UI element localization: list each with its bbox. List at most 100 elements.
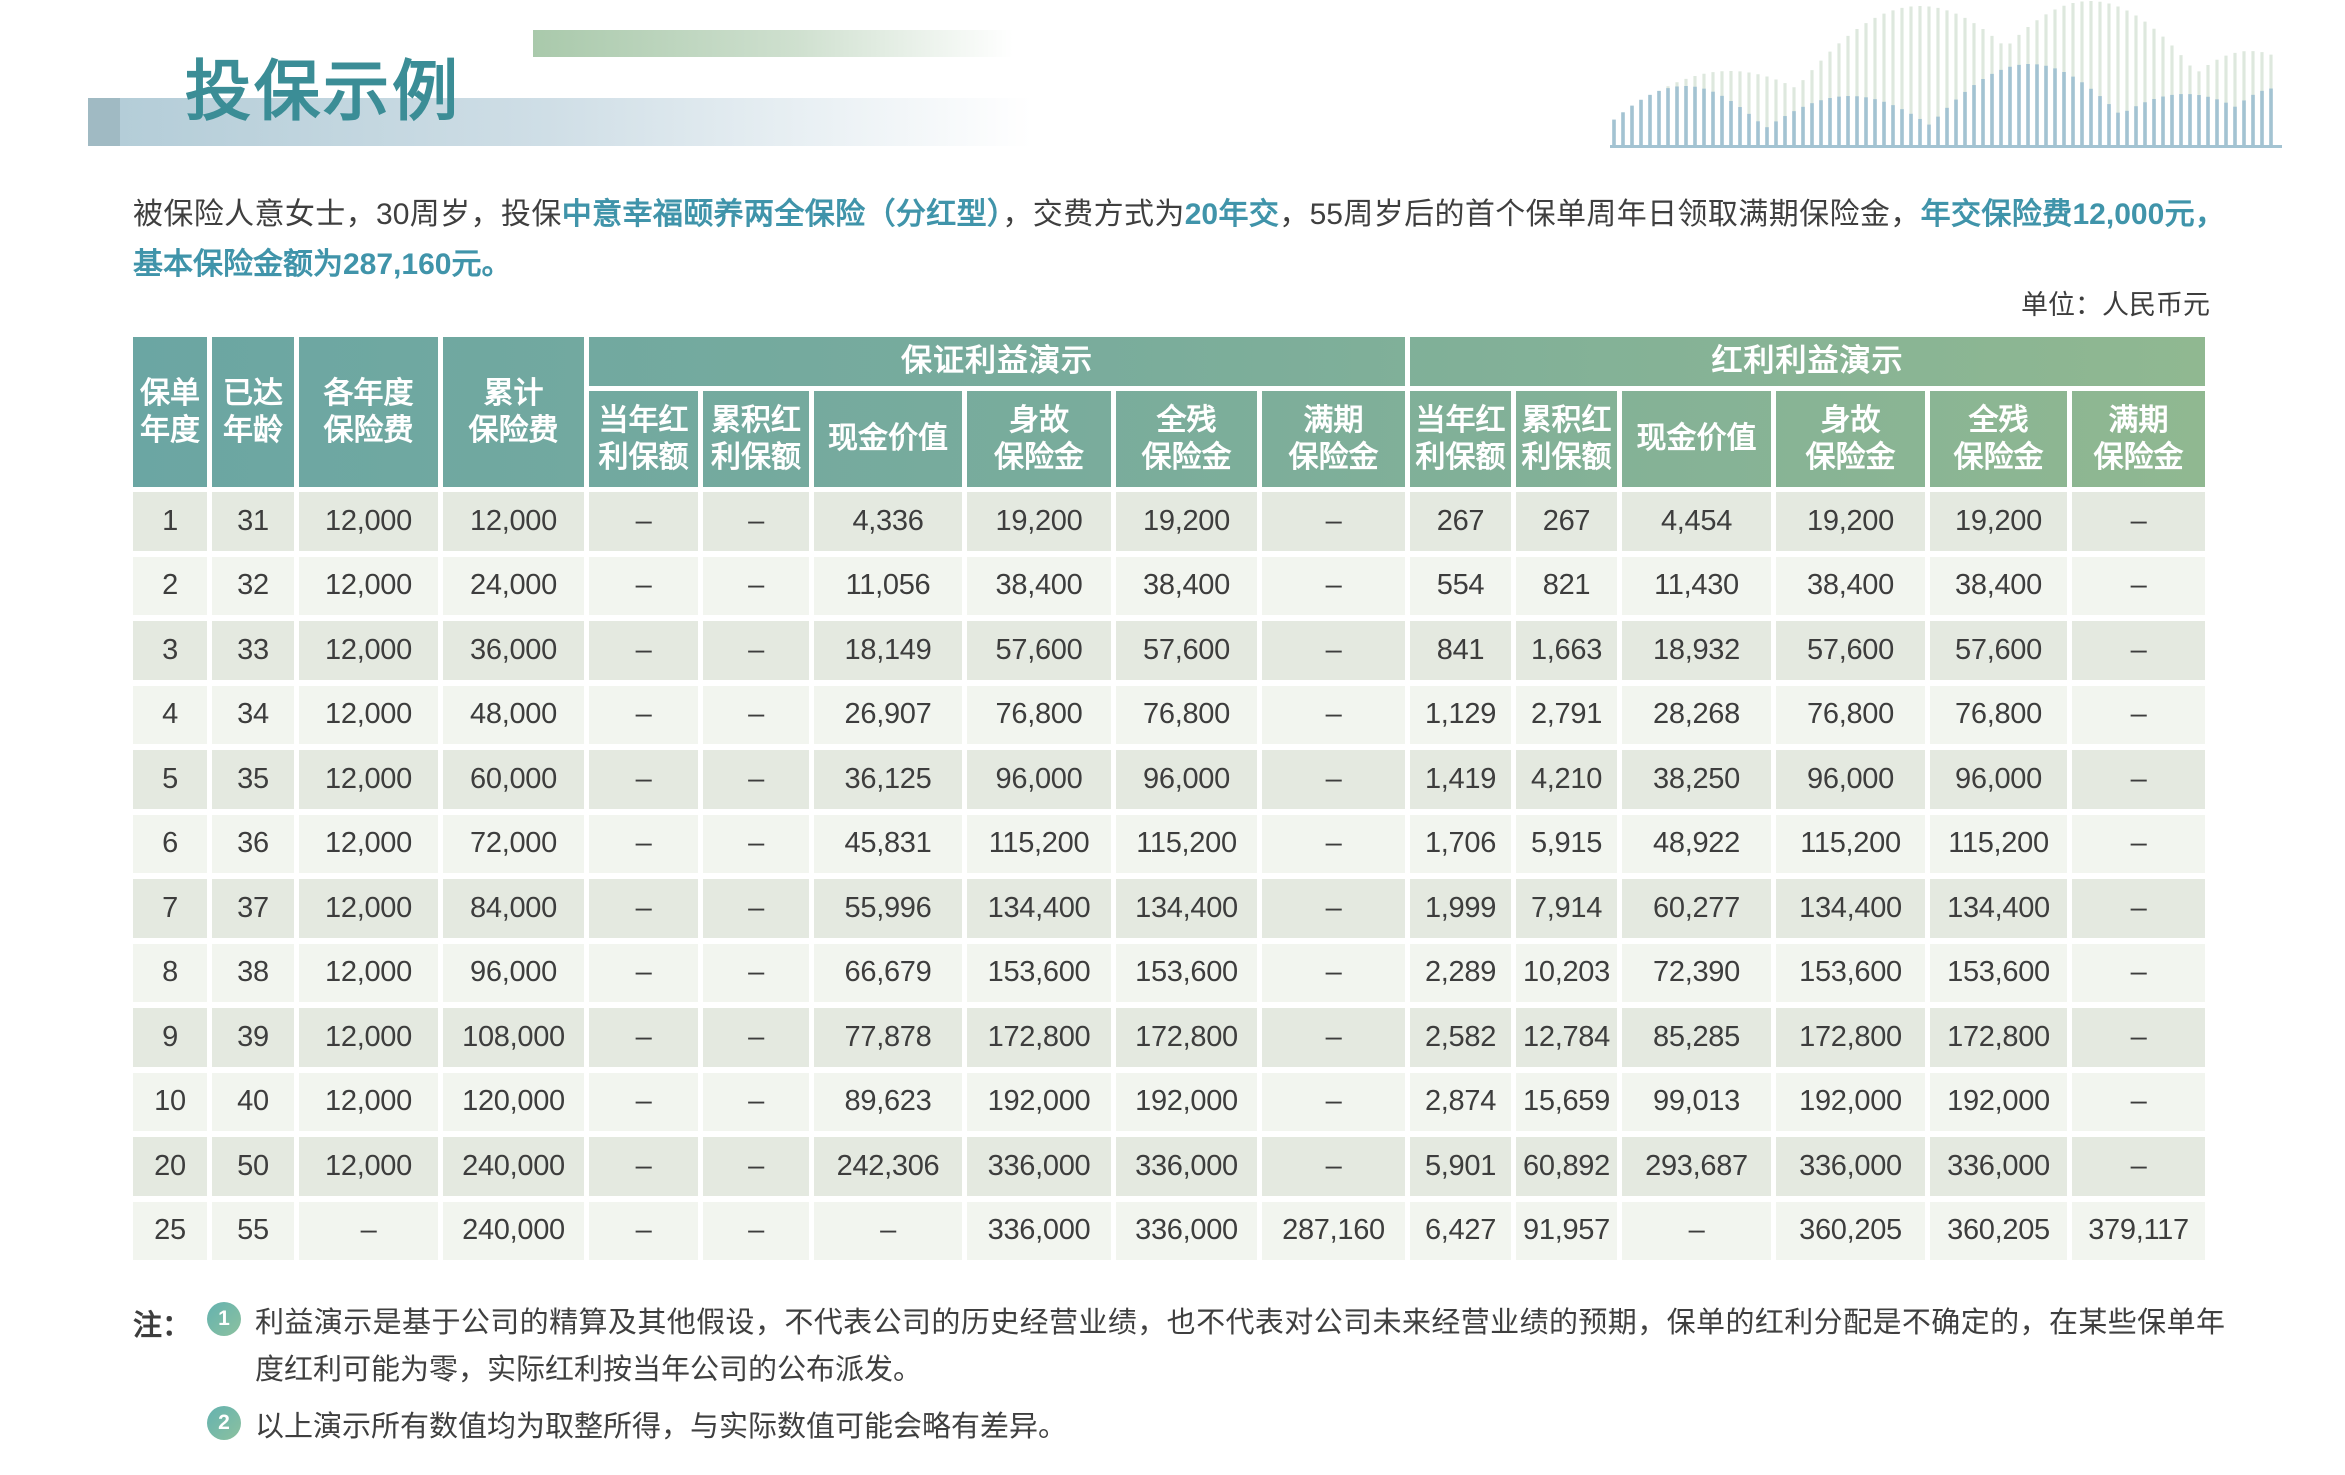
table-cell: – xyxy=(703,1072,814,1137)
col-header: 全残 保险金 xyxy=(1116,391,1262,492)
note-item: 1 利益演示是基于公司的精算及其他假设，不代表公司的历史经营业绩，也不代表对公司未… xyxy=(207,1300,2225,1394)
table-cell: 360,205 xyxy=(1930,1201,2072,1266)
table-cell: – xyxy=(1262,1008,1410,1073)
intro-segment: 年交保险费12,000元，基本保险金额为287,160元。 xyxy=(133,198,2226,281)
table-cell: – xyxy=(589,1072,703,1137)
group-header-guaranteed: 保证利益演示 xyxy=(589,337,1410,391)
note-number-badge: 1 xyxy=(207,1302,241,1336)
table-cell: 20 xyxy=(133,1137,212,1202)
table-cell: – xyxy=(1262,556,1410,621)
table-cell: 2,582 xyxy=(1410,1008,1516,1073)
table-cell: – xyxy=(589,556,703,621)
table-cell: 12,000 xyxy=(299,814,443,879)
table-cell: 89,623 xyxy=(814,1072,967,1137)
table-cell: – xyxy=(703,750,814,815)
table-cell: – xyxy=(1262,685,1410,750)
table-cell: 172,800 xyxy=(1116,1008,1262,1073)
table-cell: – xyxy=(703,1008,814,1073)
table-cell: 134,400 xyxy=(1930,879,2072,944)
table-cell: – xyxy=(703,685,814,750)
table-cell: 96,000 xyxy=(967,750,1116,815)
table-cell: 96,000 xyxy=(1116,750,1262,815)
table-cell: – xyxy=(2072,1008,2210,1073)
table-cell: – xyxy=(703,621,814,686)
notes-label: 注： xyxy=(133,1310,192,1342)
table-cell: 60,892 xyxy=(1516,1137,1622,1202)
table-cell: – xyxy=(703,1201,814,1266)
table-cell: 50 xyxy=(212,1137,299,1202)
table-cell: 25 xyxy=(133,1201,212,1266)
table-cell: – xyxy=(2072,621,2210,686)
table-cell: – xyxy=(703,814,814,879)
table-cell: – xyxy=(703,943,814,1008)
table-cell: 72,390 xyxy=(1622,943,1776,1008)
table-cell: – xyxy=(1262,750,1410,815)
table-cell: – xyxy=(2072,1137,2210,1202)
table-cell: 1,999 xyxy=(1410,879,1516,944)
col-header: 累积红 利保额 xyxy=(1516,391,1622,492)
table-cell: 821 xyxy=(1516,556,1622,621)
table-cell: 1,419 xyxy=(1410,750,1516,815)
table-cell: 55 xyxy=(212,1201,299,1266)
table-cell: – xyxy=(2072,879,2210,944)
table-cell: – xyxy=(814,1201,967,1266)
table-cell: 2 xyxy=(133,556,212,621)
table-cell: 12,000 xyxy=(299,750,443,815)
table-cell: – xyxy=(2072,750,2210,815)
table-cell: 240,000 xyxy=(443,1201,589,1266)
table-cell: 336,000 xyxy=(1776,1137,1930,1202)
table-cell: 267 xyxy=(1410,492,1516,557)
wave-decoration xyxy=(1610,1,2282,148)
table-cell: 5,915 xyxy=(1516,814,1622,879)
table-cell: 4,454 xyxy=(1622,492,1776,557)
table-cell: 19,200 xyxy=(1776,492,1930,557)
table-cell: – xyxy=(1262,1137,1410,1202)
table-cell: 115,200 xyxy=(967,814,1116,879)
table-cell: 10,203 xyxy=(1516,943,1622,1008)
table-cell: 36 xyxy=(212,814,299,879)
table-cell: – xyxy=(589,814,703,879)
table-cell: – xyxy=(2072,814,2210,879)
table-cell: – xyxy=(589,1201,703,1266)
table-cell: – xyxy=(589,685,703,750)
table-cell: – xyxy=(2072,556,2210,621)
table-cell: 12,000 xyxy=(299,1072,443,1137)
table-cell: 33 xyxy=(212,621,299,686)
table-cell: 192,000 xyxy=(1116,1072,1262,1137)
table-cell: 841 xyxy=(1410,621,1516,686)
table-cell: 293,687 xyxy=(1622,1137,1776,1202)
table-cell: – xyxy=(2072,492,2210,557)
table-cell: 85,285 xyxy=(1622,1008,1776,1073)
table-cell: 4,210 xyxy=(1516,750,1622,815)
title-underline-band xyxy=(120,98,1070,146)
table-cell: 34 xyxy=(212,685,299,750)
unit-label: 单位：人民币元 xyxy=(2021,290,2210,320)
table-cell: 12,784 xyxy=(1516,1008,1622,1073)
table-cell: 336,000 xyxy=(1116,1137,1262,1202)
table-cell: 19,200 xyxy=(1930,492,2072,557)
table-cell: 38,400 xyxy=(1930,556,2072,621)
table-cell: 8 xyxy=(133,943,212,1008)
table-cell: 18,932 xyxy=(1622,621,1776,686)
col-header: 身故 保险金 xyxy=(1776,391,1930,492)
table-cell: 38,400 xyxy=(967,556,1116,621)
table-cell: 91,957 xyxy=(1516,1201,1622,1266)
table-cell: 192,000 xyxy=(1930,1072,2072,1137)
group-header-dividend: 红利利益演示 xyxy=(1410,337,2210,391)
table-cell: – xyxy=(1262,1072,1410,1137)
table-cell: – xyxy=(703,1137,814,1202)
table-cell: 96,000 xyxy=(1776,750,1930,815)
col-header: 满期 保险金 xyxy=(1262,391,1410,492)
table-cell: 12,000 xyxy=(299,492,443,557)
col-header: 当年红 利保额 xyxy=(589,391,703,492)
col-header: 已达 年龄 xyxy=(212,337,299,492)
table-cell: 1,663 xyxy=(1516,621,1622,686)
table-cell: – xyxy=(2072,1072,2210,1137)
table-cell: 38,250 xyxy=(1622,750,1776,815)
table-cell: 153,600 xyxy=(1776,943,1930,1008)
intro-segment: 被保险人意女士，30周岁，投保 xyxy=(133,198,562,231)
table-cell: 7 xyxy=(133,879,212,944)
table-cell: 76,800 xyxy=(1116,685,1262,750)
table-cell: 153,600 xyxy=(1116,943,1262,1008)
